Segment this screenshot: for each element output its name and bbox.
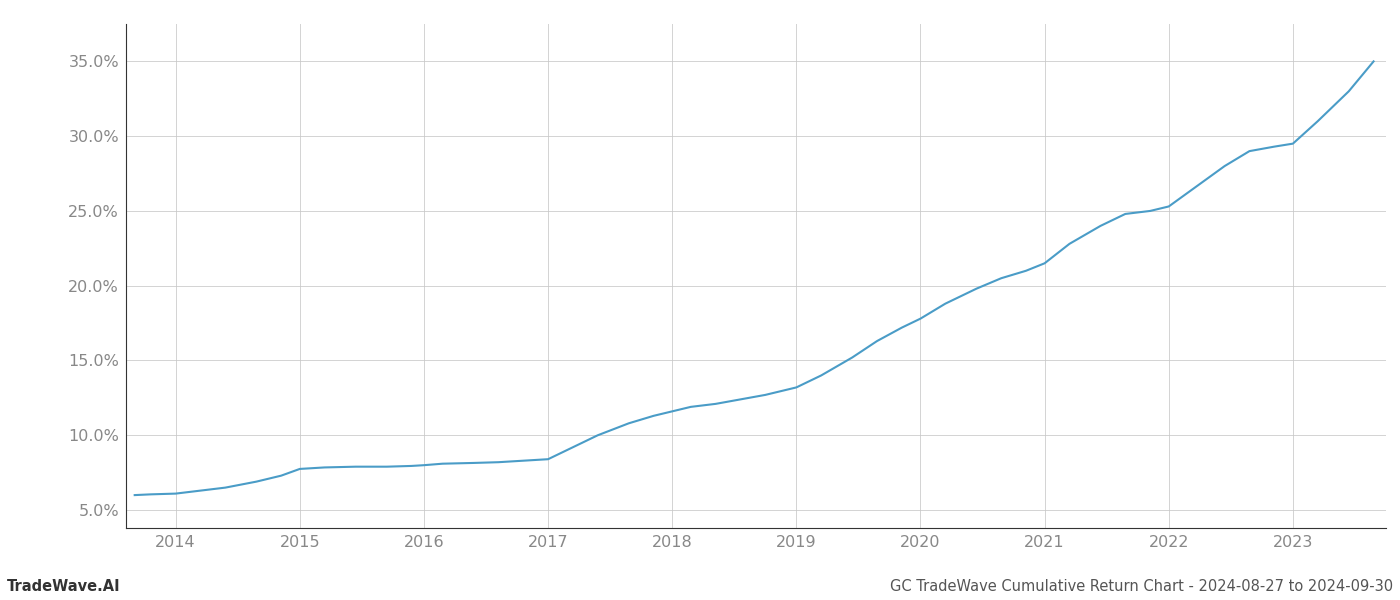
Text: TradeWave.AI: TradeWave.AI [7,579,120,594]
Text: GC TradeWave Cumulative Return Chart - 2024-08-27 to 2024-09-30: GC TradeWave Cumulative Return Chart - 2… [890,579,1393,594]
